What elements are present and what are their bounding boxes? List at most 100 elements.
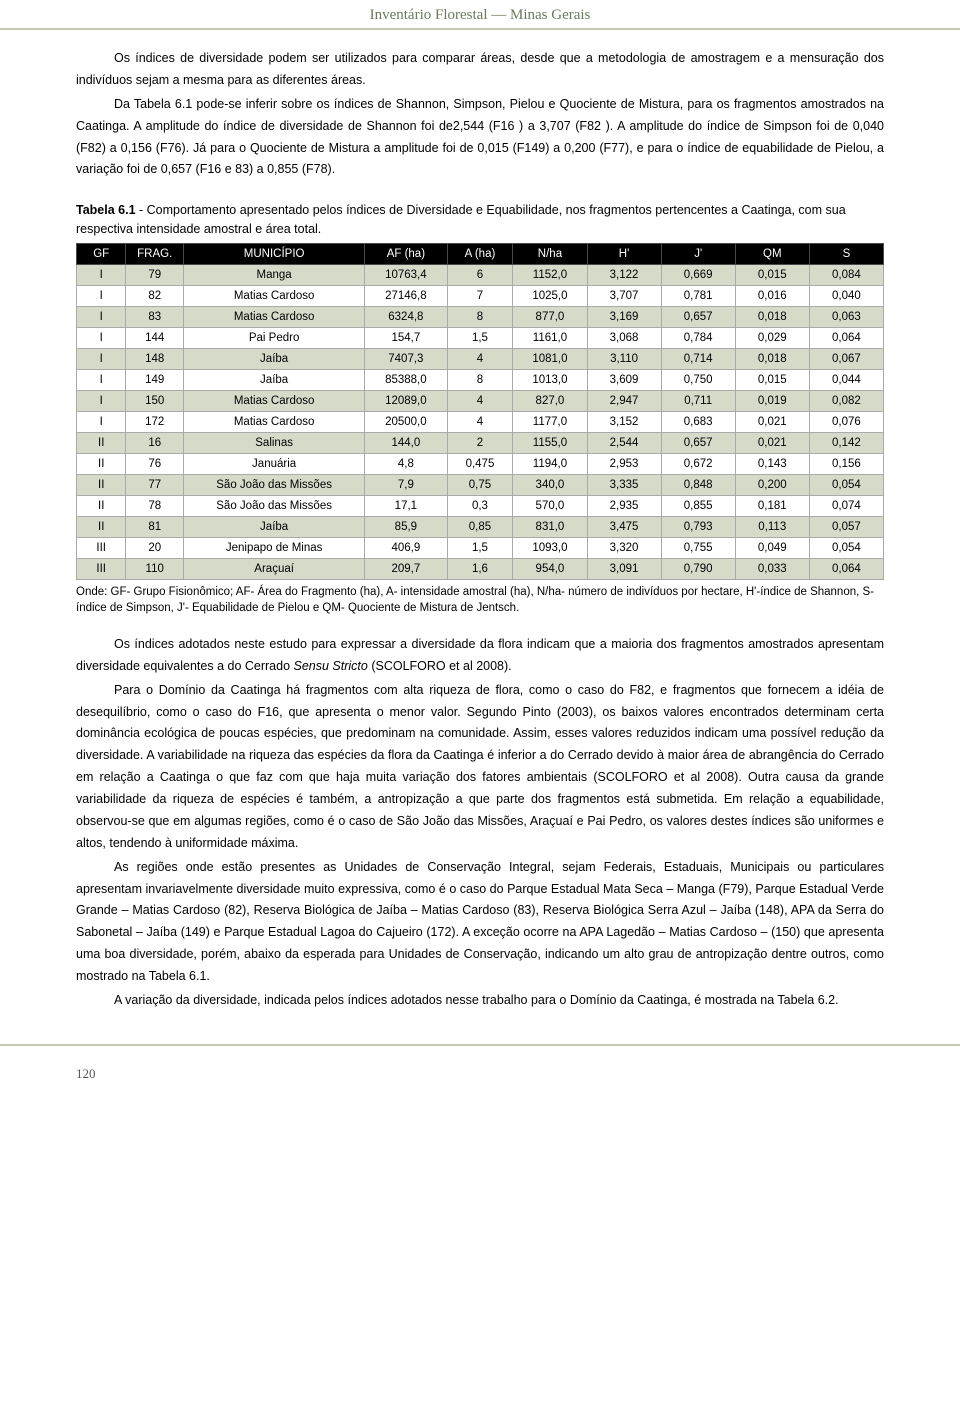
table-cell: 85,9 [365,516,447,537]
table-cell: 1081,0 [513,348,587,369]
table-cell: 0,021 [735,411,809,432]
table-cell: 877,0 [513,306,587,327]
table-row: I82Matias Cardoso27146,871025,03,7070,78… [77,285,884,306]
table-caption: Tabela 6.1 - Comportamento apresentado p… [76,201,884,239]
table-cell: I [77,348,126,369]
table-row: I144Pai Pedro154,71,51161,03,0680,7840,0… [77,327,884,348]
table-cell: 570,0 [513,495,587,516]
table-cell: III [77,558,126,579]
table-cell: 3,169 [587,306,661,327]
table-cell: 2,935 [587,495,661,516]
page-footer: 120 [0,1044,960,1112]
table-cell: 77 [126,474,184,495]
paragraph-4: Para o Domínio da Caatinga há fragmentos… [76,680,884,855]
table-cell: 8 [447,306,513,327]
table-cell: 81 [126,516,184,537]
table-cell: São João das Missões [184,495,365,516]
table-cell: 27146,8 [365,285,447,306]
table-body: I79Manga10763,461152,03,1220,6690,0150,0… [77,264,884,579]
table-cell: 1025,0 [513,285,587,306]
table-cell: 79 [126,264,184,285]
table-row: II81Jaíba85,90,85831,03,4750,7930,1130,0… [77,516,884,537]
paragraph-6: A variação da diversidade, indicada pelo… [76,990,884,1012]
paragraph-5: As regiões onde estão presentes as Unida… [76,857,884,988]
table-header-cell: S [809,243,883,264]
paragraph-3: Os índices adotados neste estudo para ex… [76,634,884,678]
table-cell: 0,85 [447,516,513,537]
table-cell: 3,091 [587,558,661,579]
table-cell: Pai Pedro [184,327,365,348]
table-cell: São João das Missões [184,474,365,495]
table-header-row: GFFRAG.MUNICÍPIOAF (ha)A (ha)N/haH'J'QMS [77,243,884,264]
table-cell: 0,781 [661,285,735,306]
table-cell: 0,033 [735,558,809,579]
table-cell: 0,75 [447,474,513,495]
table-cell: 0,029 [735,327,809,348]
table-cell: Manga [184,264,365,285]
table-cell: 0,015 [735,264,809,285]
table-cell: 154,7 [365,327,447,348]
table-cell: 10763,4 [365,264,447,285]
table-row: III110Araçuaí209,71,6954,03,0910,7900,03… [77,558,884,579]
table-cell: 0,064 [809,558,883,579]
table-cell: 20500,0 [365,411,447,432]
table-cell: 0,181 [735,495,809,516]
table-cell: 0,755 [661,537,735,558]
table-cell: 2,544 [587,432,661,453]
table-cell: 150 [126,390,184,411]
table-cell: 0,711 [661,390,735,411]
table-footnote: Onde: GF- Grupo Fisionômico; AF- Área do… [76,584,884,616]
table-cell: Jaíba [184,369,365,390]
table-header-cell: A (ha) [447,243,513,264]
page-header: Inventário Florestal — Minas Gerais [0,0,960,28]
table-cell: 83 [126,306,184,327]
table-header-cell: FRAG. [126,243,184,264]
table-cell: 0,063 [809,306,883,327]
table-row: II76Januária4,80,4751194,02,9530,6720,14… [77,453,884,474]
table-cell: Jaíba [184,516,365,537]
table-row: I83Matias Cardoso6324,88877,03,1690,6570… [77,306,884,327]
table-cell: 0,057 [809,516,883,537]
table-cell: 0,750 [661,369,735,390]
table-cell: 1,5 [447,537,513,558]
table-header-cell: MUNICÍPIO [184,243,365,264]
table-cell: 82 [126,285,184,306]
table-cell: 3,068 [587,327,661,348]
table-cell: 0,3 [447,495,513,516]
table-header-cell: N/ha [513,243,587,264]
table-row: I172Matias Cardoso20500,041177,03,1520,6… [77,411,884,432]
table-cell: 0,076 [809,411,883,432]
table-cell: 110 [126,558,184,579]
table-cell: 4,8 [365,453,447,474]
table-cell: 0,793 [661,516,735,537]
table-cell: 340,0 [513,474,587,495]
table-cell: II [77,453,126,474]
table-cell: III [77,537,126,558]
table-cell: 0,855 [661,495,735,516]
table-cell: 0,074 [809,495,883,516]
table-header-cell: H' [587,243,661,264]
table-cell: 0,657 [661,432,735,453]
table-cell: 1093,0 [513,537,587,558]
table-cell: 0,018 [735,306,809,327]
table-cell: 0,790 [661,558,735,579]
table-cell: II [77,516,126,537]
p3-italic: Sensu Stricto [294,659,368,673]
table-cell: II [77,474,126,495]
data-table: GFFRAG.MUNICÍPIOAF (ha)A (ha)N/haH'J'QMS… [76,243,884,580]
table-cell: I [77,327,126,348]
table-cell: 0,054 [809,474,883,495]
table-cell: 0,054 [809,537,883,558]
table-cell: 0,049 [735,537,809,558]
table-cell: 0,015 [735,369,809,390]
table-cell: 3,110 [587,348,661,369]
table-cell: 0,848 [661,474,735,495]
table-cell: I [77,369,126,390]
table-cell: 0,714 [661,348,735,369]
table-cell: 16 [126,432,184,453]
table-cell: 3,152 [587,411,661,432]
table-cell: Matias Cardoso [184,306,365,327]
table-cell: 6324,8 [365,306,447,327]
table-cell: 78 [126,495,184,516]
table-cell: 1013,0 [513,369,587,390]
